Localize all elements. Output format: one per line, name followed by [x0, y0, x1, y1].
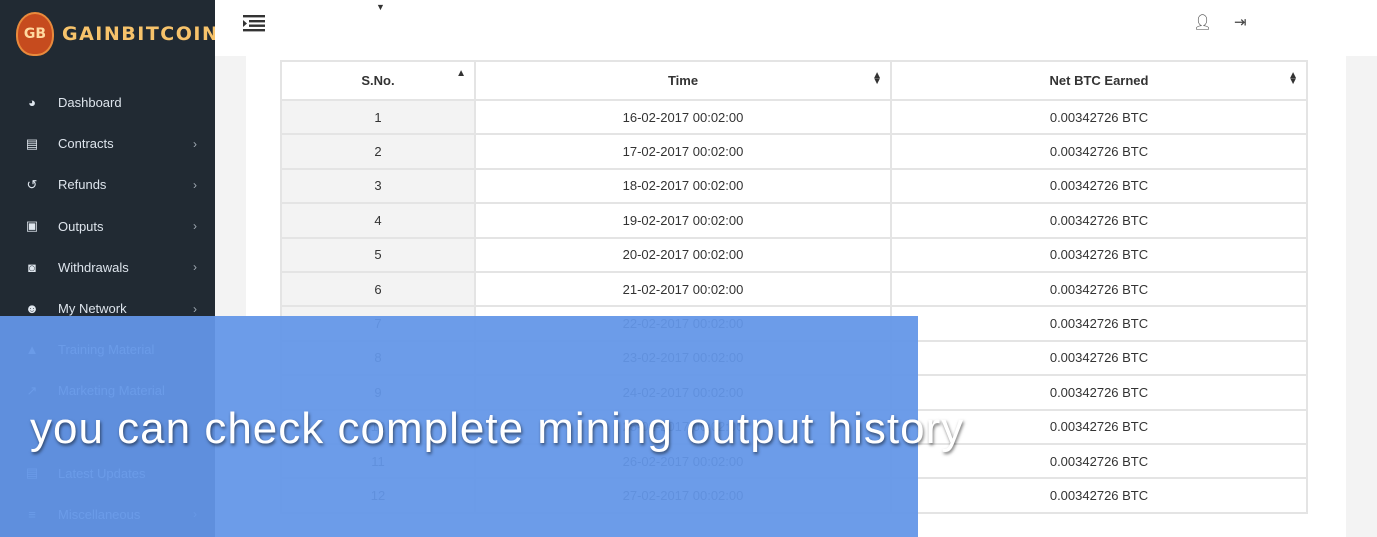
sno-cell: 1: [280, 98, 476, 136]
logout-icon[interactable]: ⇥: [1234, 14, 1247, 31]
column-header-label: S.No.: [361, 73, 395, 88]
sidebar-item[interactable]: ◕ Dashboard: [0, 82, 215, 123]
table-row: 3 18-02-2017 00:02:00 0.00342726 BTC: [280, 167, 1308, 205]
btc-cell: 0.00342726 BTC: [890, 339, 1308, 377]
sidebar-item-label: My Network: [58, 301, 127, 317]
chevron-right-icon: ›: [193, 177, 197, 192]
user-icon[interactable]: 👤︎: [1193, 14, 1213, 31]
sidebar-item[interactable]: ▤ Contracts ›: [0, 123, 215, 164]
column-header-label: Net BTC Earned: [1049, 73, 1149, 88]
sort-asc-icon: ▲: [456, 68, 466, 79]
sidebar-item-label: Outputs: [58, 218, 104, 234]
sidebar-item-label: Withdrawals: [58, 259, 129, 275]
btc-cell: 0.00342726 BTC: [890, 98, 1308, 136]
top-bar: ▼ 👤︎ ⇥: [215, 0, 1377, 56]
btc-cell: 0.00342726 BTC: [890, 133, 1308, 170]
sidebar-item[interactable]: ↺ Refunds ›: [0, 164, 215, 205]
time-cell: 19-02-2017 00:02:00: [474, 202, 892, 239]
table-row: 5 20-02-2017 00:02:00 0.00342726 BTC: [280, 236, 1308, 273]
btc-cell: 0.00342726 BTC: [890, 408, 1308, 445]
chevron-right-icon: ›: [193, 260, 197, 275]
sno-cell: 5: [280, 236, 476, 273]
btc-cell: 0.00342726 BTC: [890, 236, 1308, 273]
briefcase-icon: ▣: [25, 218, 39, 234]
table-row: 4 19-02-2017 00:02:00 0.00342726 BTC: [280, 202, 1308, 239]
btc-cell: 0.00342726 BTC: [890, 442, 1308, 480]
sidebar-item-label: Dashboard: [58, 95, 122, 111]
column-header-time[interactable]: Time ▲ ▼: [474, 60, 892, 101]
history-icon: ↺: [26, 176, 38, 192]
table-row: 1 16-02-2017 00:02:00 0.00342726 BTC: [280, 98, 1308, 136]
sidebar-item-label: Refunds: [58, 177, 107, 193]
column-header-net-btc[interactable]: Net BTC Earned ▲ ▼: [890, 60, 1308, 101]
sno-cell: 6: [280, 270, 476, 308]
sort-icon: ▲ ▼: [1288, 70, 1298, 87]
chevron-right-icon: ›: [193, 301, 197, 316]
time-cell: 21-02-2017 00:02:00: [474, 270, 892, 308]
sort-icon: ▲ ▼: [872, 70, 882, 87]
brand-name: GAINBITCOIN: [62, 23, 220, 45]
btc-cell: 0.00342726 BTC: [890, 167, 1308, 205]
sno-cell: 3: [280, 167, 476, 205]
table-row: 6 21-02-2017 00:02:00 0.00342726 BTC: [280, 270, 1308, 308]
btc-cell: 0.00342726 BTC: [890, 305, 1308, 342]
chevron-right-icon: ›: [193, 219, 197, 234]
dropdown-caret-icon[interactable]: ▼: [376, 2, 385, 12]
btc-cell: 0.00342726 BTC: [890, 270, 1308, 308]
table-row: 2 17-02-2017 00:02:00 0.00342726 BTC: [280, 133, 1308, 170]
contract-icon: ▤: [25, 135, 39, 151]
sidebar-item[interactable]: ◙ Withdrawals ›: [0, 247, 215, 288]
time-cell: 18-02-2017 00:02:00: [474, 167, 892, 205]
sno-cell: 4: [280, 202, 476, 239]
sidebar-item[interactable]: ▣ Outputs ›: [0, 206, 215, 247]
brand-logo[interactable]: GB GAINBITCOIN: [16, 12, 219, 56]
sidebar-item[interactable]: ☻ My Network ›: [0, 288, 215, 329]
column-header-sno[interactable]: S.No. ▲: [280, 60, 476, 101]
users-icon: ☻: [25, 301, 39, 317]
chevron-right-icon: ›: [193, 136, 197, 151]
logo-badge-icon: GB: [16, 12, 54, 56]
btc-cell: 0.00342726 BTC: [890, 374, 1308, 411]
sno-cell: 2: [280, 133, 476, 170]
dashboard-icon: ◕: [28, 95, 36, 111]
time-cell: 17-02-2017 00:02:00: [474, 133, 892, 170]
column-header-label: Time: [667, 73, 699, 88]
money-icon: ◙: [28, 259, 36, 275]
time-cell: 16-02-2017 00:02:00: [474, 98, 892, 136]
caption-text: you can check complete mining output his…: [30, 404, 965, 453]
sidebar-item-label: Contracts: [58, 136, 114, 152]
btc-cell: 0.00342726 BTC: [890, 477, 1308, 514]
menu-toggle-icon[interactable]: [243, 14, 265, 32]
caption-overlay: [0, 316, 918, 537]
time-cell: 20-02-2017 00:02:00: [474, 236, 892, 273]
btc-cell: 0.00342726 BTC: [890, 202, 1308, 239]
